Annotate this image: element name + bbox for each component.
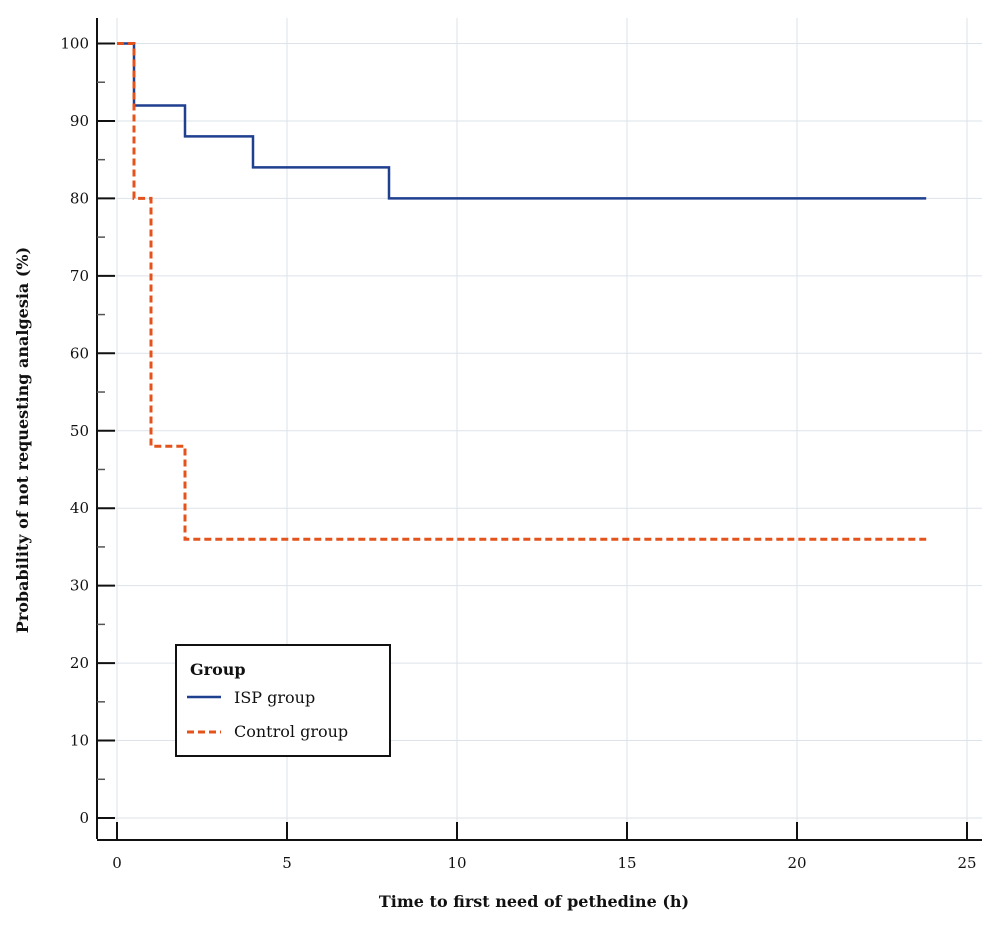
x-tick-label: 5 xyxy=(282,854,292,872)
x-tick-label: 25 xyxy=(957,854,976,872)
legend-label-isp: ISP group xyxy=(234,688,315,707)
legend-box xyxy=(175,644,391,757)
y-tick-label: 90 xyxy=(70,112,89,130)
y-tick-label: 0 xyxy=(79,809,89,827)
series-layer xyxy=(117,42,927,541)
y-tick-label: 10 xyxy=(70,732,89,750)
legend-label-control: Control group xyxy=(234,722,348,741)
x-tick-label: 0 xyxy=(112,854,122,872)
y-tick-label: 50 xyxy=(70,422,89,440)
y-tick-label: 20 xyxy=(70,654,89,672)
y-tick-label: 30 xyxy=(70,577,89,595)
y-tick-label: 80 xyxy=(70,189,89,207)
y-axis-title: Probability of not requesting analgesia … xyxy=(13,247,32,633)
x-axis-title: Time to first need of pethedine (h) xyxy=(379,892,689,911)
y-tick-label: 60 xyxy=(70,344,89,362)
legend-title: Group xyxy=(190,660,246,679)
x-tick-label: 20 xyxy=(787,854,806,872)
x-tick-label: 15 xyxy=(617,854,636,872)
series-line-1 xyxy=(117,42,927,541)
y-tick-label: 100 xyxy=(60,35,89,53)
legend: Group ISP group Control group xyxy=(175,644,391,757)
y-tick-label: 70 xyxy=(70,267,89,285)
axes: 0 10 20 30 40 50 60 70 80 90 100 0 5 10 15 20 25 xyxy=(60,18,982,872)
y-tick-label: 40 xyxy=(70,499,89,517)
x-tick-label: 10 xyxy=(447,854,466,872)
